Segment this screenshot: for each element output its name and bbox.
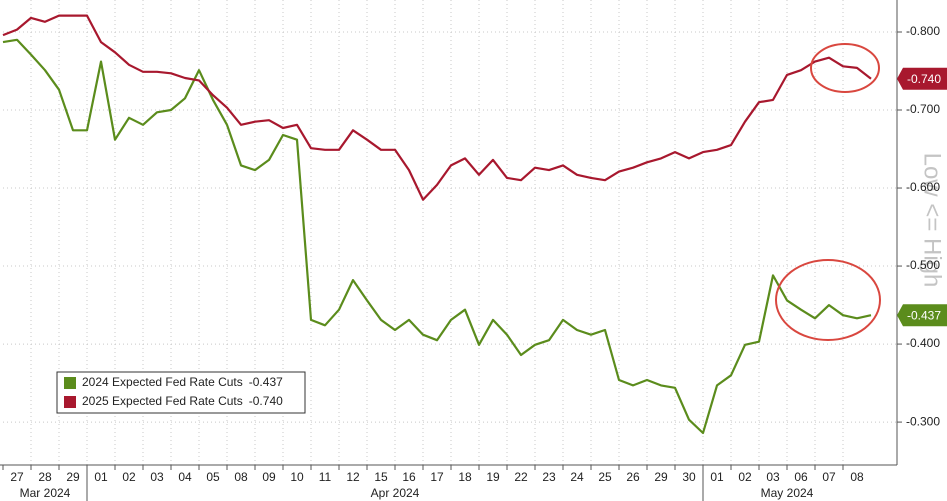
x-tick-label: 18 [458, 470, 472, 484]
last-value-label: -0.437 [907, 308, 941, 322]
x-tick-label: 22 [514, 470, 528, 484]
y-tick-label: -0.300 [906, 414, 940, 428]
x-tick-label: 28 [38, 470, 52, 484]
x-tick-label: 06 [794, 470, 808, 484]
annotation: Low <= High [919, 153, 946, 288]
legend-box [56, 371, 306, 414]
y-tick-label: -0.600 [906, 180, 940, 194]
x-tick-label: 17 [430, 470, 444, 484]
legend: 2024 Expected Fed Rate Cuts -0.437 2025 Ex… [56, 371, 306, 414]
legend-name: 2025 Expected Fed Rate Cuts [82, 394, 243, 408]
x-tick-label: 29 [654, 470, 668, 484]
legend-value: -0.740 [249, 394, 283, 408]
x-tick-label: 05 [206, 470, 220, 484]
x-tick-label: 08 [850, 470, 864, 484]
highlight-circle [775, 259, 881, 341]
x-tick-label: 30 [682, 470, 696, 484]
legend-swatch [64, 377, 76, 389]
x-tick-label: 02 [122, 470, 136, 484]
highlight-circle [810, 43, 880, 93]
y-tick-label: -0.700 [906, 102, 940, 116]
x-tick-label: 16 [402, 470, 416, 484]
legend-name: 2024 Expected Fed Rate Cuts [82, 375, 243, 389]
x-tick-label: 29 [66, 470, 80, 484]
x-tick-label: 19 [486, 470, 500, 484]
y-tick-label: -0.800 [906, 24, 940, 38]
x-tick-label: 02 [738, 470, 752, 484]
x-tick-label: 27 [10, 470, 24, 484]
x-tick-label: 03 [150, 470, 164, 484]
series-line [2, 38, 872, 435]
y-tick-label: -0.500 [906, 258, 940, 272]
x-tick-label: 25 [598, 470, 612, 484]
x-group-label: Apr 2024 [371, 486, 420, 500]
series-line [2, 14, 872, 201]
y-tick-label: -0.400 [906, 336, 940, 350]
legend-value: -0.437 [249, 375, 283, 389]
x-tick-label: 01 [710, 470, 724, 484]
x-tick-label: 15 [374, 470, 388, 484]
legend-label: 2024 Expected Fed Rate Cuts -0.437 [82, 375, 283, 389]
x-tick-label: 11 [319, 470, 332, 484]
legend-swatch [64, 396, 76, 408]
legend-label: 2025 Expected Fed Rate Cuts -0.740 [82, 394, 283, 408]
x-tick-label: 08 [234, 470, 248, 484]
x-tick-label: 10 [290, 470, 304, 484]
grid [3, 0, 897, 465]
last-value-label: -0.740 [907, 72, 941, 86]
last-value-tag [897, 67, 947, 90]
lines [2, 14, 872, 435]
x-tick-label: 26 [626, 470, 640, 484]
x-tick-label: 09 [262, 470, 276, 484]
x-group-label: Mar 2024 [20, 486, 71, 500]
x-tick-label: 07 [822, 470, 836, 484]
last-value-tag [897, 304, 947, 327]
x-tick-label: 24 [570, 470, 584, 484]
x-tick-label: 04 [178, 470, 192, 484]
x-group-label: May 2024 [761, 486, 814, 500]
x-tick-label: 23 [542, 470, 556, 484]
x-tick-label: 01 [94, 470, 108, 484]
x-tick-label: 12 [346, 470, 360, 484]
x-tick-label: 03 [766, 470, 780, 484]
